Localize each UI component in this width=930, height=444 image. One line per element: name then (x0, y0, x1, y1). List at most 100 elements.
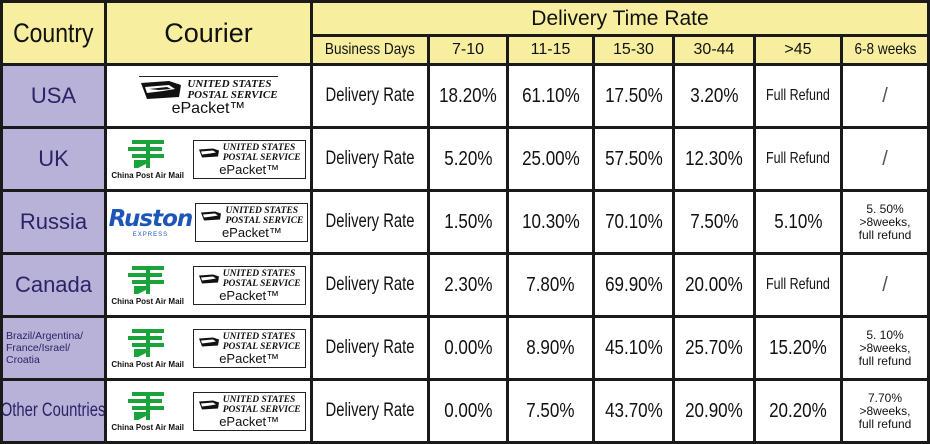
value-cell: Full Refund (756, 129, 840, 189)
country-name: Russia (19, 209, 88, 234)
value-cell: 17.50% (595, 66, 672, 126)
ruston-logo: Ruston EXPRESS (109, 206, 194, 238)
value-cell: 18.20% (430, 66, 506, 126)
country-name: Brazil/Argentina/ France/Israel/ Croatia (6, 330, 84, 366)
value-11-15: 25.00% (521, 147, 580, 170)
value-cell: Full Refund (756, 255, 840, 315)
value-6-8-weeks: 5. 50% >8weeks, full refund (858, 201, 912, 242)
value-cell: 7.50% (509, 381, 592, 441)
china-post-logo: China Post Air Mail (111, 138, 184, 180)
value-7-10: 1.50% (443, 210, 493, 233)
value-over-45: 20.20% (769, 399, 827, 422)
value-cell: 20.00% (675, 255, 753, 315)
country-usa: USA (3, 66, 104, 126)
value-cell: 7.70% >8weeks, full refund (843, 381, 927, 441)
value-cell: 7.50% (675, 192, 753, 252)
usps-logo: UNITED STATES POSTAL SERVICE ePacket™ (192, 265, 306, 305)
courier-cell-russia: Ruston EXPRESS UNITED STATES POSTAL SERVI… (107, 192, 310, 252)
value-cell: 0.00% (430, 381, 506, 441)
value-6-8-weeks: / (882, 84, 888, 107)
ruston-sub-label: EXPRESS (132, 232, 169, 238)
value-cell: 5. 50% >8weeks, full refund (843, 192, 927, 252)
usps-line1: UNITED STATES (222, 142, 296, 153)
value-7-10: 18.20% (439, 84, 497, 107)
country-name: Canada (14, 272, 93, 297)
delivery-time-rate-header: Delivery Time Rate (313, 3, 927, 34)
country-name: UK (38, 146, 69, 171)
business-days-text: Business Days (325, 41, 415, 58)
delivery-rate-label: Delivery Rate (325, 337, 415, 358)
value-30-44: 3.20% (689, 84, 739, 107)
value-cell: 43.70% (595, 381, 672, 441)
value-15-30: 69.90% (604, 273, 663, 296)
col-header-6-8-weeks: 6-8 weeks (843, 37, 927, 63)
china-post-icon (127, 329, 164, 357)
china-post-icon (127, 392, 164, 420)
courier-cell-other: China Post Air Mail UNITED STATES POSTAL … (107, 381, 310, 441)
country-uk: UK (3, 129, 104, 189)
usps-logo: UNITED STATES POSTAL SERVICE ePacket™ (195, 202, 309, 242)
courier-header-text: Courier (164, 17, 253, 48)
country-name: USA (30, 83, 77, 108)
delivery-rate-label: Delivery Rate (325, 211, 415, 232)
epacket-label: ePacket™ (219, 161, 280, 177)
value-11-15: 61.10% (521, 84, 580, 107)
country-canada: Canada (3, 255, 104, 315)
col-header-7-10: 7-10 (430, 37, 506, 63)
value-cell: 3.20% (675, 66, 753, 126)
value-30-44: 25.70% (685, 336, 743, 359)
epacket-label: ePacket™ (171, 99, 246, 117)
value-7-10: 5.20% (443, 147, 493, 170)
value-cell: 61.10% (509, 66, 592, 126)
value-over-45: 15.20% (769, 336, 827, 359)
usps-line2: POSTAL SERVICE (222, 152, 301, 163)
value-cell: 5.10% (756, 192, 840, 252)
label-cell: Delivery Rate (313, 66, 427, 126)
eagle-icon (141, 80, 182, 99)
value-6-8-weeks: 5. 10% >8weeks, full refund (858, 327, 912, 368)
usps-line2: POSTAL SERVICE (187, 88, 278, 101)
eagle-icon (201, 211, 222, 220)
china-post-logo: China Post Air Mail (111, 264, 184, 306)
epacket-label: ePacket™ (219, 350, 280, 366)
col-header-text: 6-8 weeks (854, 41, 916, 58)
usps-logo: UNITED STATES POSTAL SERVICE ePacket™ (192, 391, 306, 431)
eagle-icon (198, 274, 219, 283)
usps-line1: UNITED STATES (222, 394, 296, 405)
delivery-rate-label: Delivery Rate (325, 274, 415, 295)
usps-line2: POSTAL SERVICE (222, 341, 301, 352)
usps-line1: UNITED STATES (222, 331, 296, 342)
label-cell: Delivery Rate (313, 192, 427, 252)
courier-header: Courier (107, 3, 310, 63)
courier-cell-brazil-group: China Post Air Mail UNITED STATES POSTAL … (107, 318, 310, 378)
value-cell: 45.10% (595, 318, 672, 378)
china-post-label: China Post Air Mail (111, 423, 184, 432)
value-cell: / (843, 129, 927, 189)
usps-line2: POSTAL SERVICE (225, 215, 304, 226)
epacket-label: ePacket™ (219, 287, 280, 303)
col-header-text: >45 (784, 41, 812, 58)
value-6-8-weeks: 7.70% >8weeks, full refund (858, 390, 912, 431)
usps-line1: UNITED STATES (222, 268, 296, 279)
value-over-45: Full Refund (766, 150, 830, 167)
courier-cell-canada: China Post Air Mail UNITED STATES POSTAL … (107, 255, 310, 315)
label-cell: Delivery Rate (313, 129, 427, 189)
value-15-30: 17.50% (604, 84, 663, 107)
usps-line1: UNITED STATES (187, 77, 272, 90)
china-post-label: China Post Air Mail (111, 360, 184, 369)
usps-line2: POSTAL SERVICE (222, 404, 301, 415)
value-cell: 70.10% (595, 192, 672, 252)
country-name: Other Countries (3, 400, 104, 421)
usps-line2: POSTAL SERVICE (222, 278, 301, 289)
china-post-icon (127, 266, 164, 294)
value-11-15: 7.50% (526, 399, 575, 422)
value-6-8-weeks: / (882, 147, 888, 170)
label-cell: Delivery Rate (313, 318, 427, 378)
value-30-44: 12.30% (685, 147, 743, 170)
china-post-label: China Post Air Mail (111, 297, 184, 306)
value-cell: 25.70% (675, 318, 753, 378)
value-over-45: Full Refund (766, 276, 830, 293)
value-7-10: 0.00% (443, 336, 493, 359)
usps-logo: UNITED STATES POSTAL SERVICE ePacket™ (139, 75, 278, 117)
usps-line1: UNITED STATES (225, 205, 299, 216)
